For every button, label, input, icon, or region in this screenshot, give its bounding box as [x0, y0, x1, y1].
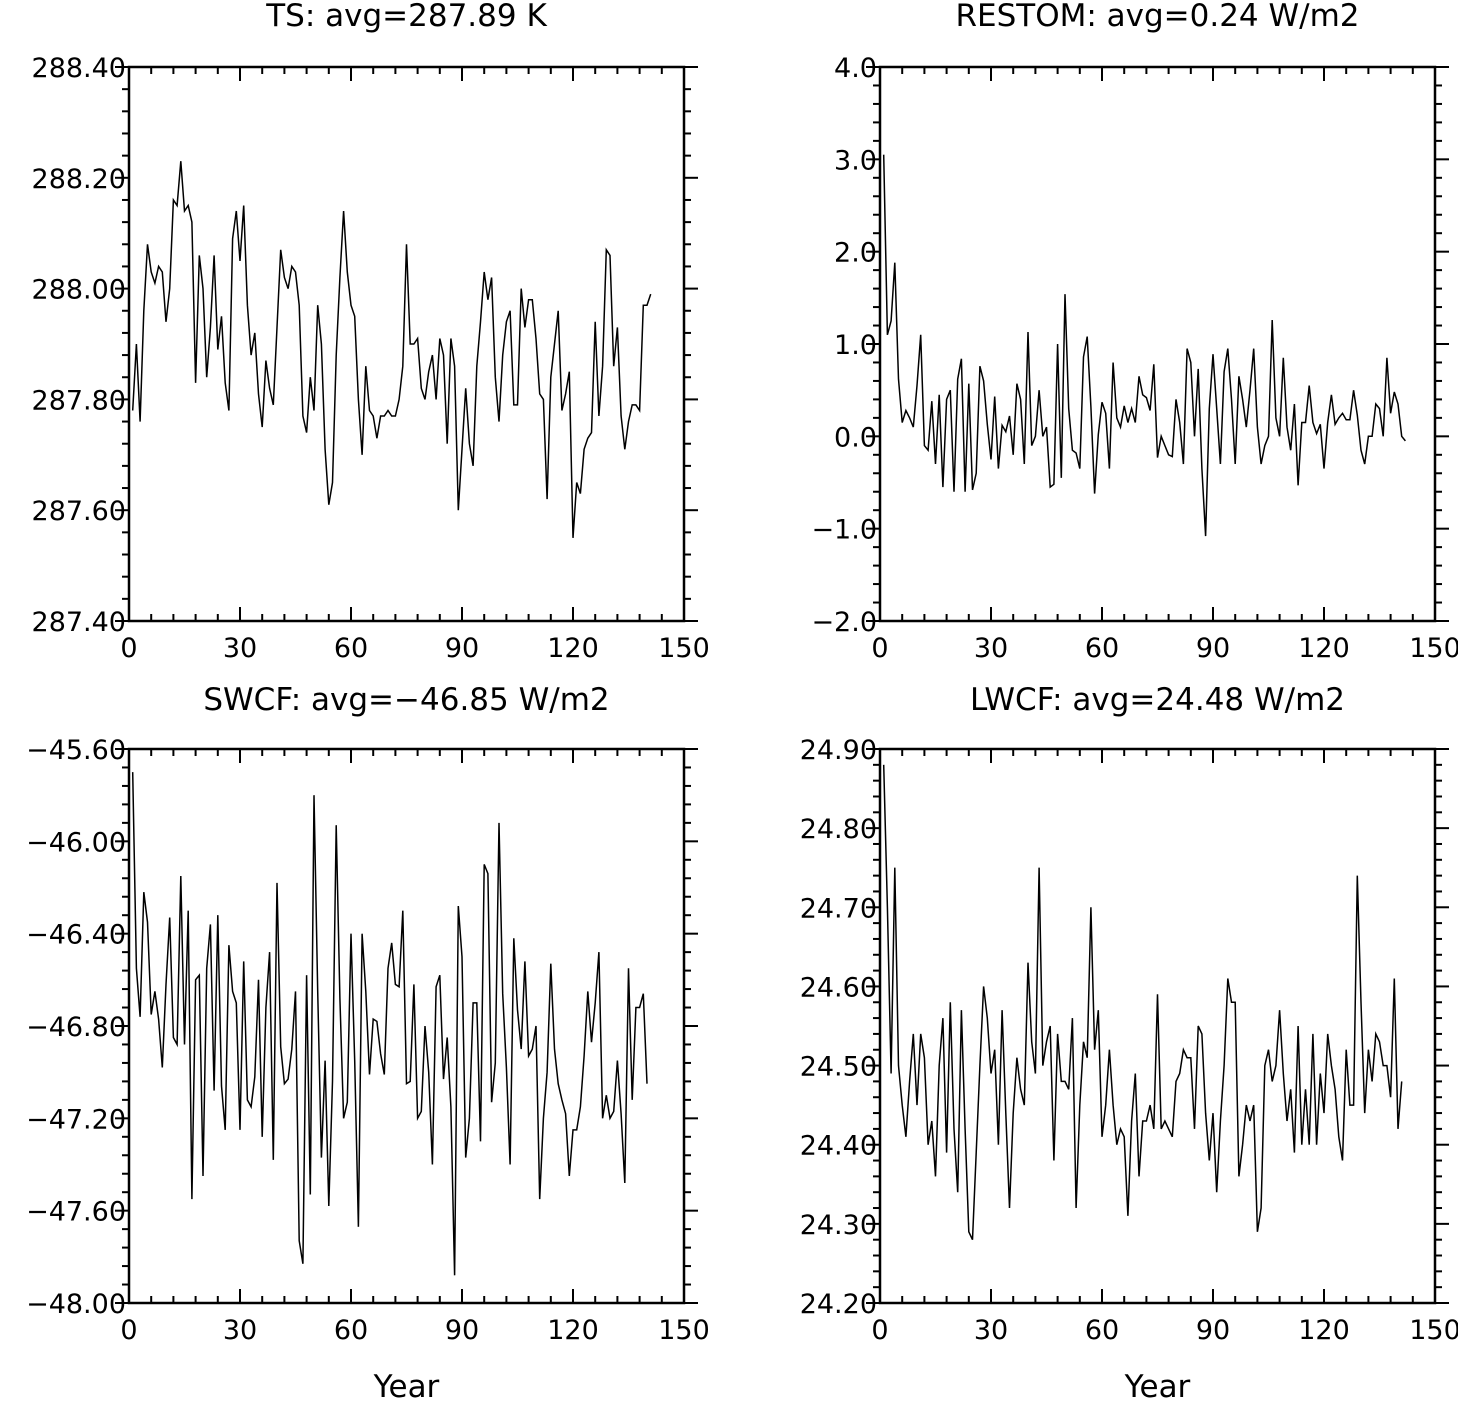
ts-y-tick-label: 287.40 [32, 607, 126, 638]
lwcf-chart-title: LWCF: avg=24.48 W/m2 [970, 682, 1345, 718]
restom-x-tick-label: 60 [1085, 633, 1119, 664]
ts-x-tick-label: 0 [120, 633, 137, 664]
ts-x-tick-label: 30 [223, 633, 257, 664]
swcf-y-tick-label: −46.80 [26, 1012, 126, 1043]
lwcf-y-tick-label: 24.70 [800, 893, 877, 924]
ts-y-tick-label: 287.60 [32, 496, 126, 527]
ts-series-line [131, 161, 652, 538]
lwcf-plot-frame [878, 747, 1437, 1305]
swcf-y-tick-label: −48.00 [26, 1289, 126, 1320]
lwcf-y-tick-label: 24.60 [800, 972, 877, 1003]
ts-y-tick-label: 287.80 [32, 385, 126, 416]
restom-y-tick-label: 1.0 [834, 330, 877, 361]
lwcf-y-tick-label: 24.30 [800, 1210, 877, 1241]
lwcf-x-axis-label: Year [1124, 1369, 1191, 1402]
restom-series-line [882, 154, 1406, 537]
ts-x-tick-label: 120 [547, 633, 599, 664]
restom-x-tick-label: 0 [871, 633, 888, 664]
swcf-x-tick-label: 0 [120, 1315, 137, 1346]
swcf-y-tick-label: −46.40 [26, 920, 126, 951]
restom-plot-frame [878, 65, 1437, 623]
lwcf-y-tick-label: 24.90 [800, 735, 877, 766]
lwcf-y-tick-label: 24.20 [800, 1289, 877, 1320]
lwcf-y-tick-label: 24.80 [800, 814, 877, 845]
swcf-y-tick-label: −45.60 [26, 735, 126, 766]
lwcf-y-tick-label: 24.50 [800, 1052, 877, 1083]
swcf-plot-frame [127, 747, 686, 1305]
restom-y-tick-label: 3.0 [834, 145, 877, 176]
ts-x-tick-label: 60 [334, 633, 368, 664]
swcf-x-tick-label: 60 [334, 1315, 368, 1346]
swcf-series-line [131, 772, 648, 1276]
restom-chart-title: RESTOM: avg=0.24 W/m2 [955, 0, 1359, 34]
ts-plot-frame [127, 65, 686, 623]
lwcf-y-tick-label: 24.40 [800, 1131, 877, 1162]
swcf-chart-title: SWCF: avg=−46.85 W/m2 [203, 682, 609, 718]
swcf-x-tick-label: 150 [658, 1315, 710, 1346]
lwcf-x-tick-label: 90 [1196, 1315, 1230, 1346]
swcf-panel: SWCF: avg=−46.85 W/m2 Year 0 30 60 90 120 150… [26, 682, 710, 1402]
restom-y-tick-label: −1.0 [811, 515, 877, 546]
restom-panel: RESTOM: avg=0.24 W/m2 0 30 60 90 120 150 −2.0 −… [811, 0, 1458, 664]
lwcf-x-tick-label: 0 [871, 1315, 888, 1346]
swcf-y-tick-label: −47.20 [26, 1104, 126, 1135]
restom-x-tick-label: 30 [974, 633, 1008, 664]
swcf-x-tick-label: 120 [547, 1315, 599, 1346]
swcf-x-tick-label: 90 [445, 1315, 479, 1346]
swcf-x-axis-label: Year [373, 1369, 440, 1402]
lwcf-x-tick-label: 30 [974, 1315, 1008, 1346]
restom-x-tick-label: 150 [1409, 633, 1458, 664]
restom-y-tick-label: 4.0 [834, 53, 877, 84]
restom-y-tick-label: 2.0 [834, 238, 877, 269]
lwcf-panel: LWCF: avg=24.48 W/m2 Year 0 30 60 90 120 150 2… [800, 682, 1458, 1402]
lwcf-x-tick-label: 150 [1409, 1315, 1458, 1346]
ts-x-tick-label: 150 [658, 633, 710, 664]
ts-panel: TS: avg=287.89 K 0 30 60 90 120 150 287.40 287.… [32, 0, 710, 664]
ts-y-tick-label: 288.40 [32, 53, 126, 84]
lwcf-x-tick-label: 120 [1298, 1315, 1350, 1346]
ts-x-tick-label: 90 [445, 633, 479, 664]
ts-chart-title: TS: avg=287.89 K [265, 0, 547, 34]
ts-y-tick-label: 288.00 [32, 275, 126, 306]
restom-x-tick-label: 120 [1298, 633, 1350, 664]
swcf-x-tick-label: 30 [223, 1315, 257, 1346]
restom-y-tick-label: 0.0 [834, 422, 877, 453]
swcf-y-tick-label: −46.00 [26, 827, 126, 858]
restom-y-tick-label: −2.0 [811, 607, 877, 638]
lwcf-x-tick-label: 60 [1085, 1315, 1119, 1346]
lwcf-series-line [882, 764, 1403, 1241]
swcf-y-tick-label: −47.60 [26, 1197, 126, 1228]
ts-y-tick-label: 288.20 [32, 164, 126, 195]
restom-x-tick-label: 90 [1196, 633, 1230, 664]
